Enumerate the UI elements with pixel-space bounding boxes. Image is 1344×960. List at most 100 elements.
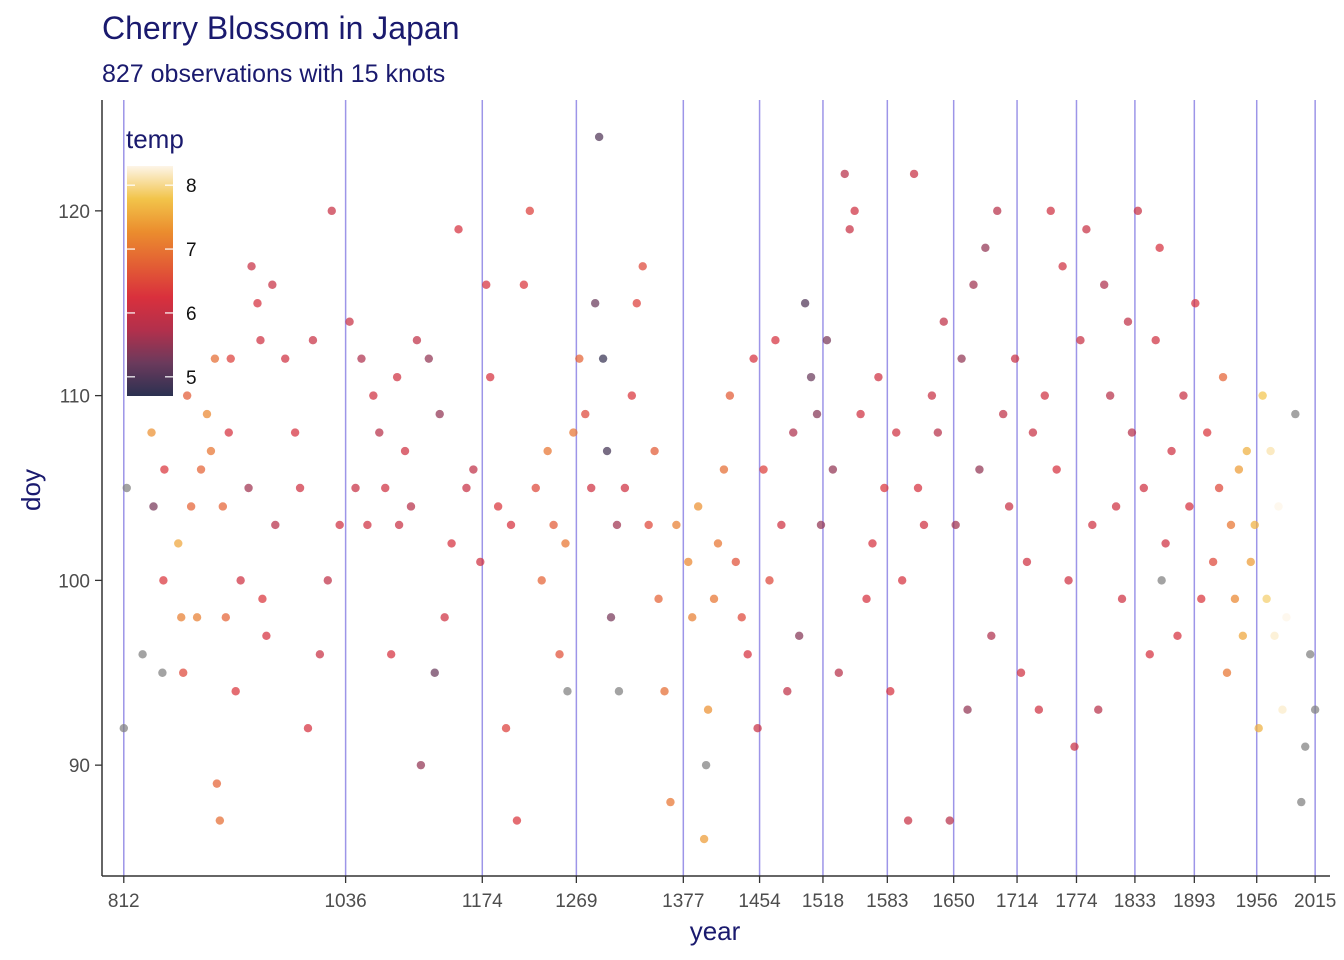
data-point [563,687,572,696]
data-point [602,446,612,456]
data-point [482,280,491,289]
x-tick-label: 1377 [662,891,704,912]
data-point [709,594,719,604]
data-point [666,797,675,807]
data-point [271,520,280,530]
data-point [1082,225,1091,234]
data-point [122,483,131,493]
data-point [1076,335,1085,345]
data-point [357,354,366,363]
data-point [416,760,426,770]
x-axis-ticks: 812 1036 1174 1269 1377 1454 1518 1583 1650 1714 1… [108,876,1336,912]
data-point [587,483,596,493]
data-point [1145,650,1154,659]
legend-colorbar [127,166,173,396]
data-point [1088,520,1097,530]
data-point [1117,594,1127,604]
chart-title: Cherry Blossom in Japan [102,10,460,46]
data-point [981,243,990,253]
data-point [856,409,865,419]
data-point [236,576,245,585]
legend: temp 5 6 7 8 [126,124,197,396]
data-point [800,299,810,308]
data-point [531,483,540,493]
data-point [783,687,792,696]
data-point [258,594,267,604]
data-point [174,539,183,548]
data-point [549,520,558,530]
data-point [1010,354,1020,363]
data-point [939,317,948,326]
data-point [1052,465,1061,474]
y-axis-ticks: 90 100 110 120 [58,202,102,777]
data-point [840,169,849,179]
data-point [789,428,798,437]
data-point [632,299,641,308]
data-point [1167,446,1176,456]
x-tick-label: 1714 [996,891,1039,912]
data-point [1133,206,1143,216]
data-point [1161,539,1170,548]
data-point [672,520,681,530]
data-point [913,483,923,493]
data-point [1155,243,1164,253]
data-point [606,613,616,622]
data-point [612,520,622,530]
data-point [713,539,723,548]
data-point [919,520,929,530]
data-point [749,354,758,363]
data-point [1266,446,1275,456]
data-point [874,372,883,382]
data-point [1305,650,1315,659]
data-point [903,816,913,825]
data-point [777,520,786,530]
data-point [650,446,659,456]
data-point [822,335,832,345]
data-point [323,576,332,585]
data-point [1028,428,1038,437]
data-point [569,428,578,437]
data-point [159,576,168,585]
legend-tick-label: 5 [186,368,197,389]
data-point [231,687,240,696]
data-point [816,520,826,530]
data-point [1157,576,1166,585]
data-points [119,132,1320,844]
data-point [987,631,996,641]
data-point [1238,631,1248,641]
data-point [1258,391,1267,400]
legend-tick-label: 8 [186,176,197,197]
data-point [725,391,735,400]
data-point [581,409,590,419]
data-point [654,594,663,604]
data-point [149,502,158,511]
data-point [1185,502,1194,511]
data-point [1301,742,1310,751]
data-point [1270,631,1279,641]
data-point [158,668,167,677]
data-point [1222,668,1232,677]
data-point [834,668,843,677]
data-point [963,705,972,714]
data-point [519,280,529,289]
x-tick-label: 1583 [866,891,908,912]
data-point [660,687,669,696]
data-point [1046,206,1055,216]
data-point [215,816,225,825]
data-point [998,409,1008,419]
data-point [335,520,344,530]
data-point [627,391,637,400]
data-point [1127,428,1137,437]
data-point [212,779,222,788]
data-point [501,723,511,733]
data-point [186,502,196,511]
y-tick-label: 90 [69,756,90,777]
data-point [1100,280,1109,289]
x-tick-label: 1833 [1114,891,1156,912]
data-point [1022,557,1032,567]
data-point [262,631,271,641]
data-point [400,446,410,456]
data-point [345,317,354,326]
data-point [933,428,943,437]
